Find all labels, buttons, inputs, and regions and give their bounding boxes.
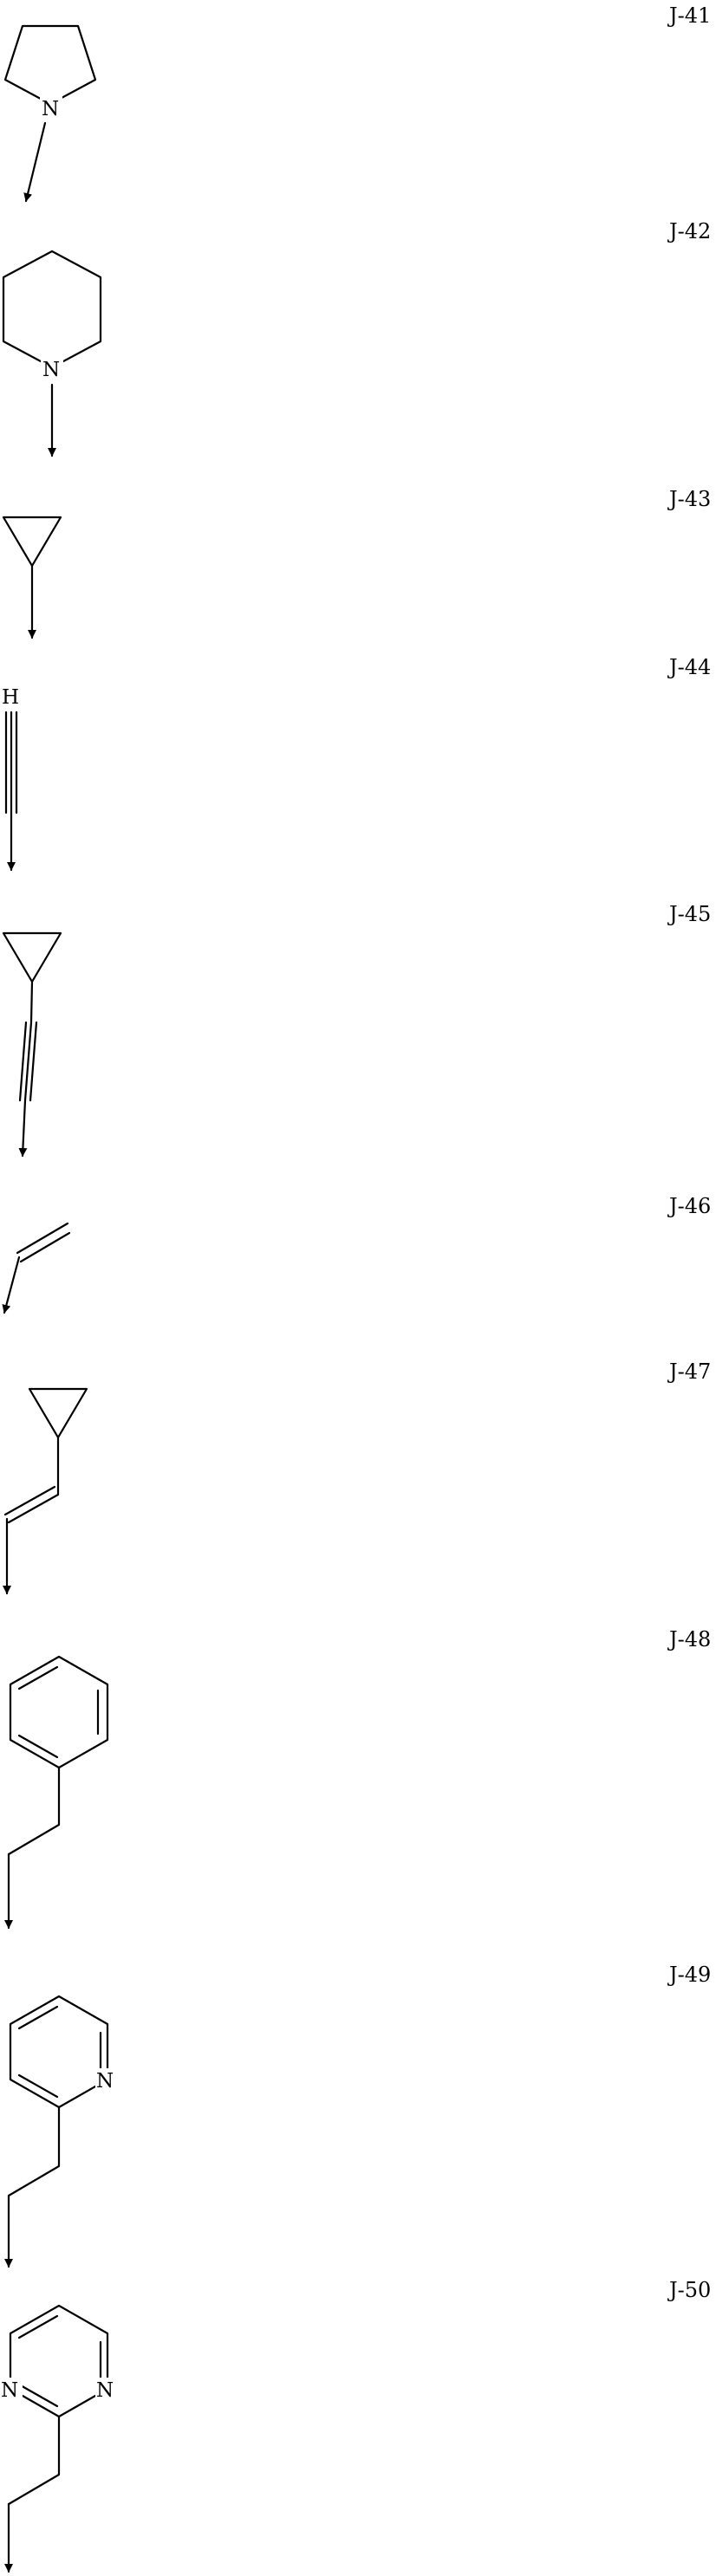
benzene-ring [10, 1657, 107, 1768]
cyclopropane-ring [3, 933, 61, 982]
atom-n-right: N [96, 2379, 114, 2402]
structure-j41: J-41 N [5, 3, 711, 201]
ethyl-chain [9, 2107, 59, 2196]
structure-label-j47: J-47 [667, 1359, 711, 1384]
piperidine-ring [3, 251, 101, 367]
structure-label-j44: J-44 [667, 655, 711, 679]
double-bond [17, 1223, 69, 1262]
cyclopropane-ring [3, 517, 61, 566]
atom-h: H [2, 686, 19, 709]
ethyl-chain [9, 1768, 59, 1854]
structure-j47: J-47 [5, 1359, 711, 1593]
ring-bond [31, 982, 32, 1022]
aromatic-double-bonds [19, 2316, 101, 2406]
triple-bond [20, 1022, 36, 1100]
structure-label-j45: J-45 [667, 902, 711, 926]
double-bond [5, 1487, 58, 1522]
structure-j46: J-46 [4, 1194, 711, 1313]
structure-label-j43: J-43 [667, 487, 711, 511]
atom-n: N [96, 2070, 114, 2093]
structure-j48: J-48 [9, 1627, 711, 1928]
aromatic-double-bonds [19, 2007, 101, 2097]
structure-label-j42: J-42 [667, 219, 711, 243]
structure-j42: J-42 N [3, 219, 711, 456]
structure-label-j46: J-46 [667, 1194, 711, 1218]
structure-label-j50: J-50 [667, 2278, 711, 2302]
pyridine-ring [10, 1996, 107, 2107]
attachment-arrow [4, 1257, 19, 1313]
structure-label-j48: J-48 [667, 1627, 711, 1651]
triple-bond [6, 712, 16, 813]
pyrimidine-ring [10, 2306, 107, 2417]
structure-label-j49: J-49 [667, 1963, 711, 1987]
cyclopropane-ring [29, 1389, 87, 1437]
structure-j50: J-50 N N [0, 2278, 711, 2572]
attachment-arrow [26, 123, 45, 201]
ethyl-chain [9, 2417, 59, 2504]
structure-j44: J-44 H [2, 655, 711, 870]
structure-j43: J-43 [3, 487, 711, 638]
attachment-arrow [23, 1100, 25, 1156]
atom-n: N [42, 359, 60, 381]
structure-label-j41: J-41 [667, 3, 711, 28]
atom-n-left: N [1, 2379, 18, 2402]
structure-j49: J-49 N [9, 1963, 711, 2267]
atom-n: N [42, 98, 59, 120]
aromatic-double-bonds [19, 1667, 98, 1757]
structure-j45: J-45 [3, 902, 711, 1156]
pyrrolidine-ring [5, 26, 95, 104]
